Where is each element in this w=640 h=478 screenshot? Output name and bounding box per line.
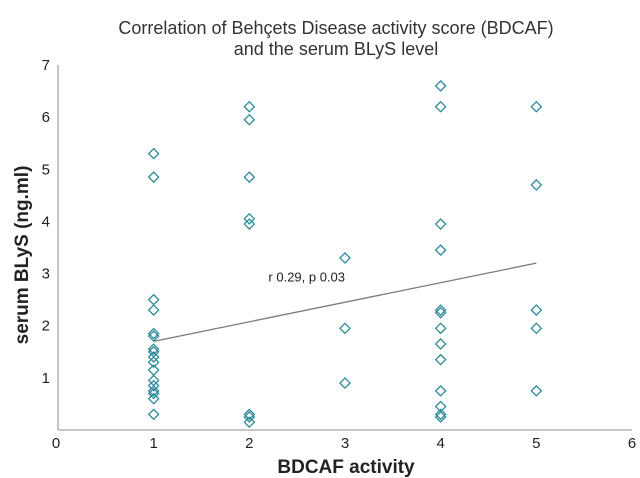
- data-point: [147, 384, 160, 397]
- data-point: [147, 379, 160, 392]
- data-point: [147, 293, 160, 306]
- x-tick-label: 3: [341, 435, 349, 452]
- data-points: [147, 79, 543, 429]
- y-tick-label: 1: [42, 370, 50, 387]
- chart-title-line-1: Correlation of Behçets Disease activity …: [118, 18, 553, 38]
- data-point: [434, 384, 447, 397]
- data-point: [243, 212, 256, 225]
- data-point: [434, 411, 447, 423]
- data-point: [434, 353, 447, 366]
- x-tick-label: 0: [52, 435, 60, 452]
- data-point: [434, 218, 447, 230]
- y-tick-label: 5: [42, 161, 50, 178]
- data-point: [243, 113, 256, 126]
- data-point: [147, 387, 160, 400]
- data-point: [147, 356, 160, 369]
- data-point: [530, 304, 543, 316]
- data-point: [147, 408, 160, 421]
- data-point: [530, 100, 543, 113]
- data-point: [434, 304, 447, 316]
- data-point: [147, 392, 160, 405]
- data-point: [147, 343, 160, 356]
- chart-title-line-2: and the serum BLyS level: [234, 39, 438, 59]
- data-point: [339, 322, 351, 335]
- data-point: [434, 306, 447, 319]
- y-tick-label: 7: [42, 57, 50, 74]
- trendline: [153, 262, 537, 342]
- data-point: [339, 252, 351, 264]
- data-point: [530, 322, 543, 335]
- data-point: [243, 408, 256, 421]
- x-tick-label: 2: [245, 435, 253, 452]
- x-tick-label: 5: [532, 435, 540, 452]
- data-point: [434, 322, 447, 335]
- data-point: [530, 384, 543, 397]
- data-point: [243, 411, 256, 423]
- y-tick-label: 3: [42, 266, 50, 283]
- trendline-group: [153, 262, 537, 342]
- correlation-annotation: r 0.29, p 0.03: [268, 269, 345, 284]
- data-point: [147, 171, 160, 184]
- data-point: [434, 79, 447, 92]
- data-point: [434, 338, 447, 350]
- data-point: [147, 351, 160, 363]
- data-point: [530, 179, 543, 191]
- axes: 0 1 2 3 4 5 6 1 2 3 4 5 6 7: [42, 57, 637, 452]
- x-tick-label: 6: [628, 435, 636, 452]
- data-point: [147, 304, 160, 316]
- data-point: [434, 244, 447, 257]
- x-tick-label: 4: [436, 435, 444, 452]
- data-point: [243, 171, 256, 184]
- data-point: [243, 100, 256, 113]
- x-axis-label: BDCAF activity: [277, 457, 415, 478]
- x-tick-label: 1: [149, 435, 157, 452]
- data-point: [434, 100, 447, 113]
- data-point: [147, 330, 160, 343]
- data-point: [147, 147, 160, 160]
- y-axis-label: serum BLyS (ng.ml): [12, 166, 33, 345]
- y-tick-label: 2: [42, 318, 50, 335]
- data-point: [147, 327, 160, 340]
- y-tick-label: 4: [42, 213, 50, 230]
- data-point: [243, 218, 256, 230]
- data-point: [434, 408, 447, 421]
- data-point: [243, 416, 256, 429]
- y-tick-label: 6: [42, 109, 50, 126]
- data-point: [339, 377, 351, 389]
